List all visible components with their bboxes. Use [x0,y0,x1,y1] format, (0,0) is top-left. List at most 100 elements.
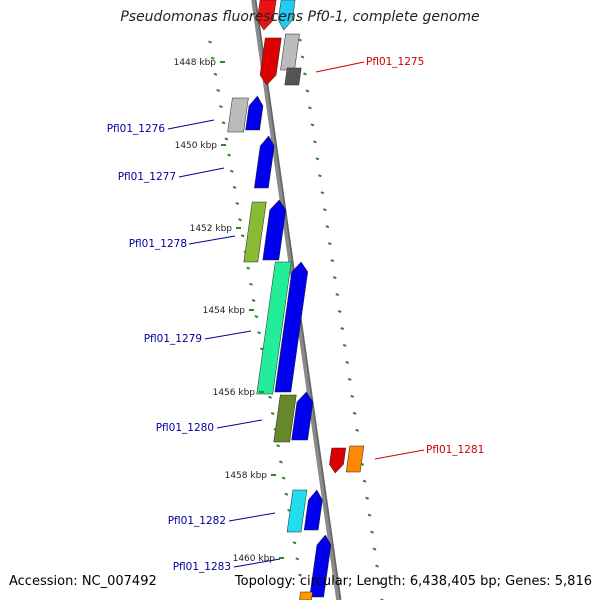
gene-label-pfl01-1277[interactable]: Pfl01_1277 [118,167,225,183]
gene-top-cyan-shape[interactable] [277,0,296,31]
ring-dash [295,557,300,561]
ring-dash [347,377,352,381]
gene-bottom-orange-shape[interactable] [299,591,313,600]
gene-label-pfl01-1279[interactable]: Pfl01_1279 [144,330,252,345]
ring-dash [246,266,251,270]
gene-Pfl01-1280-cds-shape[interactable] [291,391,315,441]
gene-Pfl01-1275[interactable] [259,37,282,86]
gene-grey-b[interactable] [284,67,302,86]
ring-dash [367,513,372,517]
gene-Pfl01-1283-shape[interactable] [309,534,333,598]
scale-tick: 1454 kbp [203,306,254,316]
gene-Pfl01-1276-shape[interactable] [227,97,249,133]
ring-dash [377,581,382,585]
gene-top-red[interactable] [256,0,277,31]
scale-tick: 1450 kbp [175,141,226,151]
gene-Pfl01-1282[interactable] [286,489,308,533]
ring-dash [350,394,355,398]
gene-Pfl01-1278[interactable] [243,201,267,263]
gene-Pfl01-1279-cds-shape[interactable] [274,261,309,393]
gene-label-text[interactable]: Pfl01_1280 [156,422,214,434]
gene-label-text[interactable]: Pfl01_1277 [118,171,176,183]
ring-dash [251,298,256,302]
gene-Pfl01-1277-shape[interactable] [254,135,275,189]
gene-Pfl01-1276-cds[interactable] [245,95,265,131]
ring-dash [224,137,229,141]
gene-Pfl01-1279-shape[interactable] [256,261,292,395]
gene-Pfl01-1279[interactable] [256,261,292,395]
gene-label-pfl01-1276[interactable]: Pfl01_1276 [107,119,215,135]
gene-label-text[interactable]: Pfl01_1276 [107,123,166,135]
gene-label-text[interactable]: Pfl01_1279 [144,333,202,345]
ring-dash [229,169,234,173]
gene-label-pfl01-1275[interactable]: Pfl01_1275 [315,56,424,73]
ring-dash [375,564,379,568]
gene-Pfl01-1280[interactable] [273,394,297,443]
scale-tick: 1458 kbp [225,471,276,481]
gene-label-pfl01-1280[interactable]: Pfl01_1280 [156,419,263,434]
ring-dash [292,541,297,545]
gene-label-pfl01-1282[interactable]: Pfl01_1282 [168,512,276,527]
gene-label-leader [204,330,252,340]
ring-dash [340,326,345,331]
gene-grey-b-shape[interactable] [284,67,302,86]
genome-summary-text: Topology: circular; Length: 6,438,405 bp… [234,574,592,589]
ring-dash [232,185,237,189]
ring-dash [276,444,281,448]
gene-Pfl01-1282-cds[interactable] [303,489,324,531]
gene-label-leader [178,167,225,178]
ring-dash [284,492,289,496]
ring-dash [221,121,226,125]
gene-label-text[interactable]: Pfl01_1278 [129,238,187,250]
gene-label-pfl01-1281[interactable]: Pfl01_1281 [374,444,484,460]
ring-dash [365,496,369,500]
gene-label-text[interactable]: Pfl01_1275 [366,56,424,68]
gene-Pfl01-1276[interactable] [227,97,249,133]
scale-tick-label: 1452 kbp [190,224,233,234]
gene-Pfl01-1276-cds-shape[interactable] [245,95,265,131]
ring-dash [210,56,215,60]
gene-label-pfl01-1283[interactable]: Pfl01_1283 [173,558,281,573]
ring-dash [325,225,330,229]
gene-Pfl01-1277[interactable] [254,135,275,189]
gene-Pfl01-1283[interactable] [309,534,333,598]
ring-dash [308,106,312,110]
gene-label-pfl01-1278[interactable]: Pfl01_1278 [129,235,236,250]
gene-Pfl01-1279-cds[interactable] [274,261,309,393]
gene-Pfl01-1278-cds-shape[interactable] [262,199,287,261]
gene-orange[interactable] [345,445,365,473]
gene-label-text[interactable]: Pfl01_1281 [426,444,484,456]
gene-top-red-shape[interactable] [256,0,277,31]
gene-bottom-orange[interactable] [299,591,313,600]
gene-label-text[interactable]: Pfl01_1282 [168,515,226,527]
scale-tick-label: 1458 kbp [225,471,268,481]
gene-Pfl01-1281-shape[interactable] [328,447,347,474]
scale-tick-label: 1448 kbp [174,58,217,68]
gene-grey-a[interactable] [280,33,300,71]
outer-tick-ring [298,38,384,600]
gene-label-leader [374,449,425,460]
ring-dash [257,331,261,335]
ring-dash [227,153,231,157]
ring-dash [313,140,317,144]
gene-Pfl01-1281[interactable] [328,447,347,474]
ring-dash [268,395,272,399]
gene-Pfl01-1282-shape[interactable] [286,489,308,533]
gene-Pfl01-1278-shape[interactable] [243,201,267,263]
gene-Pfl01-1275-shape[interactable] [259,37,282,86]
ring-dash [240,234,245,238]
gene-Pfl01-1278-cds[interactable] [262,199,287,261]
gene-Pfl01-1282-cds-shape[interactable] [303,489,324,531]
gene-Pfl01-1280-cds[interactable] [291,391,315,441]
gene-label-text[interactable]: Pfl01_1283 [173,561,231,573]
ring-dash [219,105,223,109]
gene-grey-a-shape[interactable] [280,33,300,71]
gene-Pfl01-1280-shape[interactable] [273,394,297,443]
gene-top-cyan[interactable] [277,0,296,31]
ring-dash [298,38,302,42]
accession-text: Accession: NC_007492 [9,574,157,589]
ring-dash [310,123,315,127]
gene-orange-shape[interactable] [345,445,365,473]
